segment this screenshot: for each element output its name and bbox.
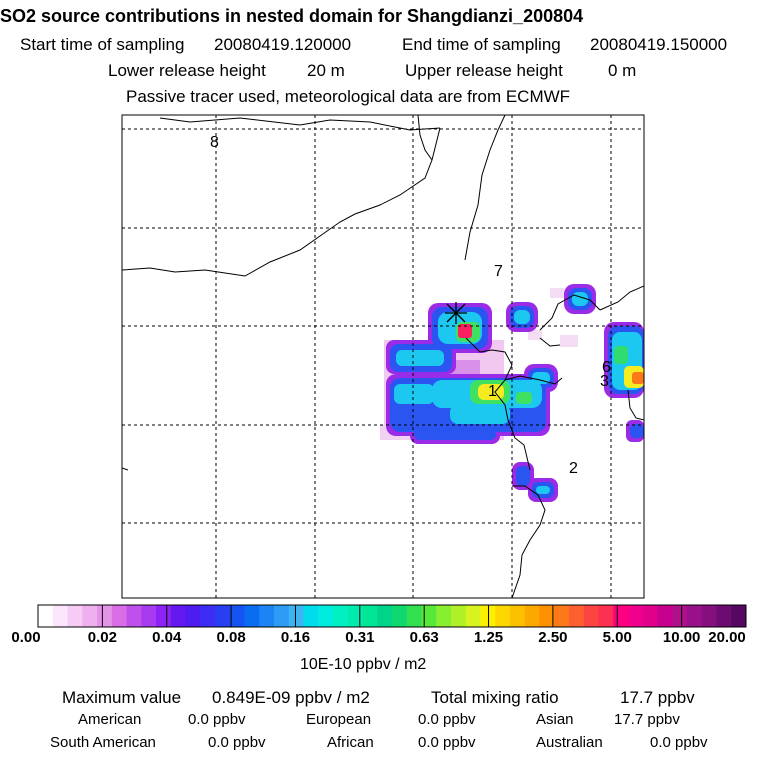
colorbar-tick-label: 5.00 bbox=[602, 629, 632, 646]
concentration-map: 8 7 6 3 1 2 bbox=[37, 114, 747, 628]
colorbar-swatch bbox=[451, 605, 467, 627]
colorbar-swatch bbox=[347, 605, 363, 627]
total-mixing-value: 17.7 ppbv bbox=[620, 688, 695, 707]
region-value-asian: 17.7 ppbv bbox=[614, 711, 680, 728]
colorbar-tick-label: 20.00 bbox=[708, 629, 746, 646]
colorbar-swatch bbox=[421, 605, 437, 627]
colorbar-swatch bbox=[170, 605, 186, 627]
colorbar-swatch bbox=[628, 605, 644, 627]
colorbar-swatch bbox=[82, 605, 98, 627]
colorbar-swatch bbox=[510, 605, 526, 627]
colorbar bbox=[37, 604, 747, 628]
colorbar-swatch bbox=[229, 605, 245, 627]
colorbar-swatch bbox=[598, 605, 614, 627]
region-name-asian: Asian bbox=[536, 711, 574, 728]
colorbar-swatch bbox=[495, 605, 511, 627]
tracer-note: Passive tracer used, meteorological data… bbox=[126, 87, 571, 106]
colorbar-tick-label: 0.00 bbox=[11, 629, 41, 646]
end-time-value: 20080419.150000 bbox=[590, 35, 728, 54]
colorbar-swatch bbox=[657, 605, 673, 627]
receptor-star-icon bbox=[445, 302, 467, 324]
colorbar-swatch bbox=[716, 605, 732, 627]
colorbar-swatch bbox=[259, 605, 275, 627]
total-mixing-label: Total mixing ratio bbox=[431, 688, 559, 707]
colorbar-swatch bbox=[436, 605, 452, 627]
colorbar-swatch bbox=[672, 605, 688, 627]
colorbar-swatch bbox=[67, 605, 83, 627]
coastlines bbox=[122, 115, 644, 598]
colorbar-swatch bbox=[244, 605, 260, 627]
plot-title: SO2 source contributions in nested domai… bbox=[0, 6, 584, 26]
region-name-australian: Australian bbox=[536, 734, 603, 751]
region-value-american: 0.0 ppbv bbox=[188, 711, 246, 728]
region-value-south-american: 0.0 ppbv bbox=[208, 734, 266, 751]
colorbar-tick-label: 10.00 bbox=[662, 629, 701, 646]
end-time-label: End time of sampling bbox=[402, 35, 561, 54]
colorbar-swatch bbox=[215, 605, 231, 627]
region-value-african: 0.0 ppbv bbox=[418, 734, 476, 751]
colorbar-swatch bbox=[126, 605, 142, 627]
region-label-6: 6 bbox=[602, 359, 611, 376]
colorbar-swatch bbox=[583, 605, 599, 627]
region-name-european: European bbox=[306, 711, 372, 728]
colorbar-swatch bbox=[524, 605, 540, 627]
colorbar-swatch bbox=[274, 605, 290, 627]
region-name-american: American bbox=[78, 711, 142, 728]
colorbar-tick-label: 0.08 bbox=[216, 629, 246, 646]
colorbar-swatch bbox=[156, 605, 172, 627]
colorbar-swatch bbox=[362, 605, 378, 627]
region-label-8: 8 bbox=[210, 134, 219, 151]
colorbar-tick-label: 0.31 bbox=[345, 629, 375, 646]
start-time-value: 20080419.120000 bbox=[214, 35, 352, 54]
colorbar-swatch bbox=[333, 605, 349, 627]
lower-height-value: 20 m bbox=[307, 61, 345, 80]
graticule bbox=[122, 115, 644, 598]
upper-height-label: Upper release height bbox=[405, 61, 563, 80]
region-value-australian: 0.0 ppbv bbox=[650, 734, 708, 751]
region-value-european: 0.0 ppbv bbox=[418, 711, 476, 728]
region-label-7: 7 bbox=[494, 263, 503, 280]
colorbar-swatch bbox=[141, 605, 157, 627]
colorbar-tick-label: 0.02 bbox=[87, 629, 117, 646]
colorbar-swatch bbox=[569, 605, 585, 627]
start-time-label: Start time of sampling bbox=[20, 35, 185, 54]
colorbar-tick-label: 1.25 bbox=[473, 629, 504, 646]
colorbar-swatch bbox=[318, 605, 334, 627]
colorbar-swatch bbox=[303, 605, 319, 627]
colorbar-swatch bbox=[465, 605, 481, 627]
colorbar-tick-label: 2.50 bbox=[538, 629, 568, 646]
colorbar-swatch bbox=[185, 605, 201, 627]
colorbar-swatch bbox=[52, 605, 68, 627]
colorbar-swatch bbox=[731, 605, 747, 627]
colorbar-swatch bbox=[392, 605, 408, 627]
region-label-2: 2 bbox=[569, 460, 578, 477]
colorbar-swatch bbox=[554, 605, 570, 627]
upper-height-value: 0 m bbox=[608, 61, 637, 80]
max-value: 0.849E-09 ppbv / m2 bbox=[212, 688, 370, 707]
map-frame bbox=[121, 114, 645, 599]
max-value-label: Maximum value bbox=[62, 688, 182, 707]
colorbar-swatch bbox=[288, 605, 304, 627]
colorbar-swatch bbox=[38, 605, 54, 627]
colorbar-swatch bbox=[642, 605, 658, 627]
colorbar-swatch bbox=[111, 605, 127, 627]
colorbar-swatch bbox=[613, 605, 629, 627]
colorbar-swatch bbox=[539, 605, 555, 627]
colorbar-swatch bbox=[687, 605, 703, 627]
region-label-3: 3 bbox=[600, 373, 609, 390]
region-name-south-american: South American bbox=[50, 734, 156, 751]
colorbar-tick-label: 0.63 bbox=[409, 629, 439, 646]
colorbar-unit: 10E-10 ppbv / m2 bbox=[300, 656, 427, 673]
region-label-1: 1 bbox=[488, 383, 497, 400]
lower-height-label: Lower release height bbox=[108, 61, 266, 80]
colorbar-swatch bbox=[97, 605, 113, 627]
colorbar-swatch bbox=[406, 605, 422, 627]
region-name-african: African bbox=[327, 734, 374, 751]
colorbar-swatch bbox=[701, 605, 717, 627]
colorbar-swatch bbox=[200, 605, 216, 627]
colorbar-swatch bbox=[377, 605, 393, 627]
colorbar-tick-label: 0.04 bbox=[152, 629, 182, 646]
colorbar-tick-label: 0.16 bbox=[280, 629, 311, 646]
